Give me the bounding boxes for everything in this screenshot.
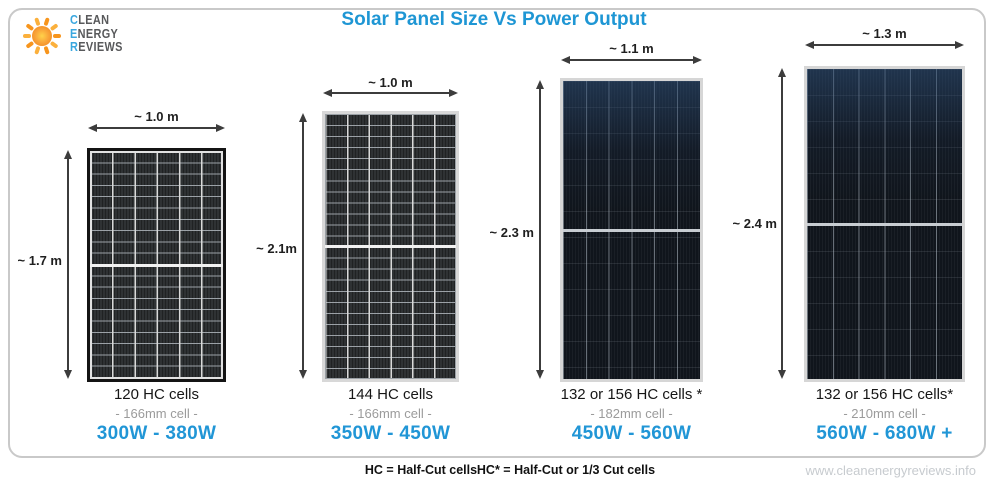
page-title: Solar Panel Size Vs Power Output — [341, 9, 647, 30]
panel4-height-label: ~ 2.4 m — [732, 216, 777, 231]
panel1-power-range-label: 300W - 380W — [96, 423, 217, 444]
panel4-cell-count-label: 132 or 156 HC cells* — [815, 386, 954, 403]
panel4-width-arrow — [805, 41, 964, 49]
half-cut-divider — [807, 222, 962, 226]
legend-hc: HC = Half-Cut cells — [364, 463, 478, 477]
panel3-cell-count-label: 132 or 156 HC cells * — [560, 386, 703, 403]
panel2-width-label: ~ 1.0 m — [368, 75, 413, 90]
panel1-width-arrow — [88, 124, 225, 132]
legend-hc-star: HC* = Half-Cut or 1/3 Cut cells — [476, 463, 656, 477]
panel4-height-arrow — [778, 68, 786, 379]
panel4-cell-size-label: - 210mm cell - — [843, 406, 926, 421]
panel2-height-label: ~ 2.1m — [256, 241, 297, 256]
panel2-width-arrow — [323, 89, 458, 97]
panel1-width-label: ~ 1.0 m — [134, 109, 179, 124]
panel3-cell-size-label: - 182mm cell - — [590, 406, 673, 421]
panel4-power-range-label: 560W - 680W + — [816, 423, 953, 444]
panel3-height-arrow — [536, 80, 544, 379]
panel1-cell-size-label: - 166mm cell - — [115, 406, 198, 421]
panel4-width-label: ~ 1.3 m — [862, 26, 907, 41]
content-border — [8, 8, 986, 458]
panel3-width-arrow — [561, 56, 702, 64]
panel4-solar-panel-image — [804, 66, 965, 382]
website-link[interactable]: www.cleanenergyreviews.info — [805, 463, 976, 478]
panel2-solar-panel-image — [322, 111, 459, 382]
panel1-solar-panel-image — [87, 148, 226, 382]
logo-wordmark: CLEAN ENERGY REVIEWS — [70, 12, 123, 54]
panel1-height-arrow — [64, 150, 72, 379]
panel2-height-arrow — [299, 113, 307, 379]
half-cut-divider — [563, 228, 700, 232]
panel2-cell-size-label: - 166mm cell - — [349, 406, 432, 421]
panel3-width-label: ~ 1.1 m — [609, 41, 654, 56]
panel3-power-range-label: 450W - 560W — [571, 423, 692, 444]
panel3-solar-panel-image — [560, 78, 703, 382]
panel2-cell-count-label: 144 HC cells — [347, 386, 434, 403]
clean-energy-reviews-logo: CLEAN ENERGY REVIEWS — [14, 8, 174, 64]
panel2-power-range-label: 350W - 450W — [330, 423, 451, 444]
panel3-height-label: ~ 2.3 m — [489, 225, 534, 240]
half-cut-divider — [325, 245, 456, 248]
sun-icon — [18, 12, 66, 60]
panel1-cell-count-label: 120 HC cells — [113, 386, 200, 403]
half-cut-divider — [90, 263, 223, 267]
panel1-height-label: ~ 1.7 m — [17, 253, 62, 268]
